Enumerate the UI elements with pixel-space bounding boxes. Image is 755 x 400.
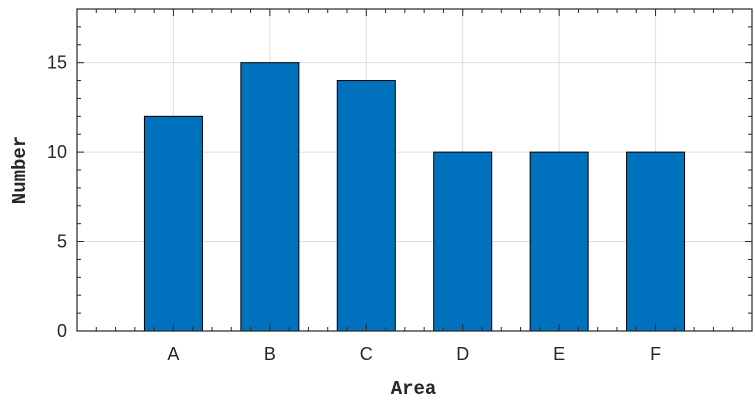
y-axis-label: Number [9, 136, 31, 204]
x-axis-label: Area [391, 378, 437, 400]
x-tick-label: F [650, 344, 661, 364]
x-tick-labels: A B C D E F [167, 344, 661, 364]
bar-f [626, 151, 686, 332]
y-tick-label: 5 [57, 232, 67, 252]
bar-b [240, 62, 300, 332]
x-tick-label: D [456, 344, 469, 364]
y-tick-label: 15 [47, 53, 67, 73]
y-tick-label: 0 [57, 321, 67, 341]
x-tick-label: C [360, 344, 373, 364]
x-tick-label: B [264, 344, 276, 364]
bar-e [529, 151, 589, 332]
ticks [77, 9, 752, 332]
bar-d [433, 151, 493, 332]
y-tick-labels: 0 5 10 15 [47, 53, 67, 341]
bar-c [336, 80, 396, 332]
bars [143, 62, 686, 332]
y-tick-label: 10 [47, 142, 67, 162]
x-tick-label: E [553, 344, 565, 364]
bar-a [143, 115, 203, 332]
x-tick-label: A [167, 344, 179, 364]
